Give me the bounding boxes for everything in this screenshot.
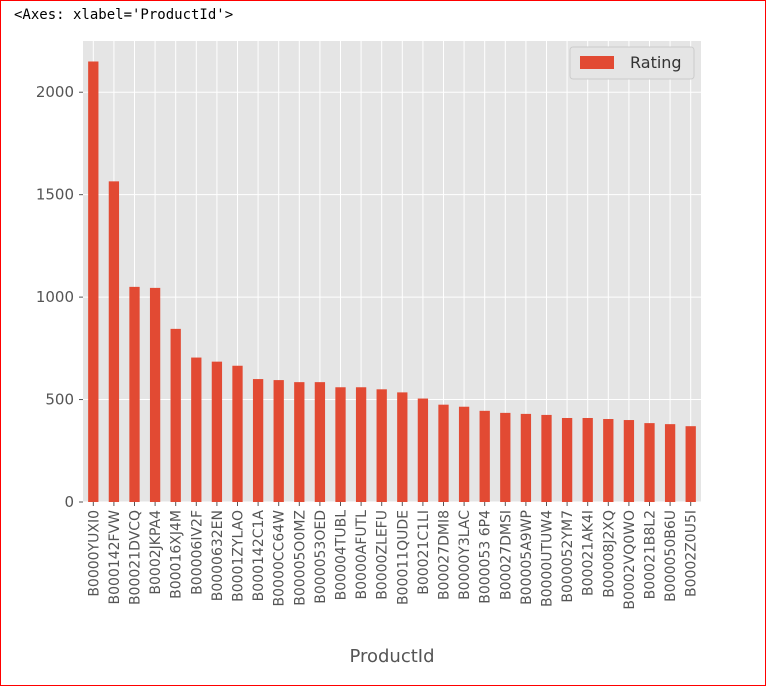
x-tick-label: B00021B8L2 — [643, 510, 659, 599]
bar — [458, 406, 470, 502]
x-tick-label: B00016XJ4M — [169, 510, 185, 599]
bar — [335, 387, 346, 502]
x-tick-label: B00005A9WP — [519, 510, 535, 605]
bar — [211, 361, 223, 502]
x-tick-label: B0000UTUW4 — [540, 510, 556, 607]
bars — [88, 61, 696, 503]
bar — [129, 286, 140, 502]
bar — [355, 387, 367, 502]
bar — [108, 181, 120, 503]
x-tick-label: B00004TUBL — [334, 510, 350, 601]
x-tick-label: B000053 6P4 — [478, 510, 494, 604]
bar — [273, 380, 284, 502]
x-tick-label: B0000ZLEFU — [375, 510, 391, 600]
x-tick-label: B0000AFUTL — [354, 510, 370, 600]
bar — [397, 392, 408, 502]
x-tick-label: B0000Y3LAC — [457, 510, 473, 600]
bar — [314, 382, 326, 502]
legend: Rating — [569, 46, 695, 80]
x-tick-label: B0002VQ0WO — [622, 510, 638, 610]
bar — [149, 287, 161, 502]
x-tick-label: B00011QUDE — [395, 510, 411, 605]
x-tick-label: B00008J2XQ — [601, 510, 617, 598]
x-tick-label: B000142C1A — [251, 510, 267, 602]
bar — [294, 382, 305, 502]
x-tick-label: B0000632EN — [210, 510, 226, 601]
y-tick-label: 1000 — [36, 288, 74, 306]
x-axis-ticks: B0000YUXI0 B000142FVW B00021DVCQ B0002JKPA4… — [86, 502, 700, 610]
legend-label-rating: Rating — [630, 53, 682, 72]
x-tick-label: B00021AK4I — [581, 510, 597, 596]
bar — [417, 398, 429, 502]
x-tick-label: B0000YUXI0 — [86, 510, 102, 597]
bar — [88, 61, 99, 502]
bar — [438, 404, 449, 502]
bar — [191, 357, 202, 502]
x-axis-label: ProductId — [349, 646, 434, 667]
legend-box — [569, 46, 695, 80]
y-axis-ticks: 0 500 1000 1500 2000 — [36, 83, 83, 511]
bar — [479, 410, 490, 502]
bar — [561, 417, 573, 502]
x-tick-label: B0002JKPA4 — [148, 510, 164, 595]
y-tick-label: 500 — [45, 391, 74, 409]
y-tick-label: 2000 — [36, 83, 74, 101]
x-tick-label: B00006IV2F — [189, 510, 205, 595]
x-tick-label: B00021C1LI — [416, 510, 432, 595]
bar — [376, 389, 387, 502]
x-tick-label: B000050B6U — [663, 510, 679, 602]
y-tick-label: 0 — [64, 493, 74, 511]
bar — [623, 420, 635, 502]
bar — [541, 414, 552, 502]
x-tick-label: B0002Z0U5I — [684, 510, 700, 597]
x-tick-label: B000142FVW — [107, 510, 123, 605]
axes-repr-text: <Axes: xlabel='ProductId'> — [14, 7, 234, 23]
plot-area — [83, 41, 701, 502]
x-tick-label: B00005O0MZ — [292, 510, 308, 606]
x-tick-label: B00021DVCQ — [128, 510, 144, 605]
x-tick-label: B000052YM7 — [560, 510, 576, 603]
bar — [170, 328, 181, 502]
bar — [500, 412, 511, 502]
bar — [664, 424, 676, 502]
bar — [685, 426, 696, 502]
x-tick-label: B000053OED — [313, 510, 329, 604]
grid-lines — [83, 41, 701, 503]
x-tick-label: B0000CC64W — [272, 510, 288, 607]
x-tick-label: B0001ZYLAO — [231, 510, 247, 602]
bar — [603, 419, 614, 502]
bar — [582, 417, 593, 502]
bar — [644, 423, 655, 502]
legend-swatch — [580, 56, 614, 69]
x-tick-label: B00027DMSI — [498, 510, 514, 600]
x-tick-label: B00027DMI8 — [437, 510, 453, 600]
bar — [232, 365, 243, 502]
bar — [520, 413, 532, 502]
bar — [252, 379, 264, 502]
y-tick-label: 1500 — [36, 186, 74, 204]
